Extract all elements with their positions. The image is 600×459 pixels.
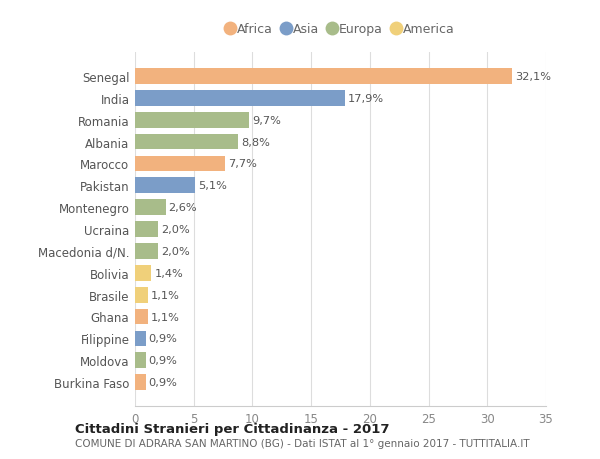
Bar bbox=[135, 287, 148, 303]
Text: 8,8%: 8,8% bbox=[241, 137, 270, 147]
Bar bbox=[135, 156, 226, 172]
Bar bbox=[135, 243, 158, 259]
Text: COMUNE DI ADRARA SAN MARTINO (BG) - Dati ISTAT al 1° gennaio 2017 - TUTTITALIA.I: COMUNE DI ADRARA SAN MARTINO (BG) - Dati… bbox=[75, 438, 530, 448]
Bar bbox=[135, 69, 512, 84]
Bar bbox=[135, 112, 249, 128]
Text: 7,7%: 7,7% bbox=[229, 159, 257, 169]
Text: 1,1%: 1,1% bbox=[151, 312, 180, 322]
Text: 2,6%: 2,6% bbox=[169, 203, 197, 213]
Bar bbox=[135, 265, 151, 281]
Text: 9,7%: 9,7% bbox=[252, 115, 281, 125]
Text: 0,9%: 0,9% bbox=[149, 334, 178, 344]
Bar bbox=[135, 222, 158, 237]
Bar bbox=[135, 331, 146, 347]
Bar bbox=[135, 353, 146, 368]
Text: 1,1%: 1,1% bbox=[151, 290, 180, 300]
Text: 2,0%: 2,0% bbox=[161, 246, 190, 256]
Bar bbox=[135, 134, 238, 150]
Bar bbox=[135, 178, 195, 194]
Bar bbox=[135, 91, 345, 106]
Text: 2,0%: 2,0% bbox=[161, 224, 190, 235]
Legend: Africa, Asia, Europa, America: Africa, Asia, Europa, America bbox=[221, 18, 460, 41]
Bar bbox=[135, 375, 146, 390]
Bar bbox=[135, 200, 166, 216]
Text: 1,4%: 1,4% bbox=[154, 268, 183, 278]
Bar bbox=[135, 309, 148, 325]
Text: Cittadini Stranieri per Cittadinanza - 2017: Cittadini Stranieri per Cittadinanza - 2… bbox=[75, 422, 389, 436]
Text: 32,1%: 32,1% bbox=[515, 72, 551, 82]
Text: 0,9%: 0,9% bbox=[149, 377, 178, 387]
Text: 5,1%: 5,1% bbox=[198, 181, 227, 191]
Text: 0,9%: 0,9% bbox=[149, 355, 178, 365]
Text: 17,9%: 17,9% bbox=[348, 94, 384, 104]
